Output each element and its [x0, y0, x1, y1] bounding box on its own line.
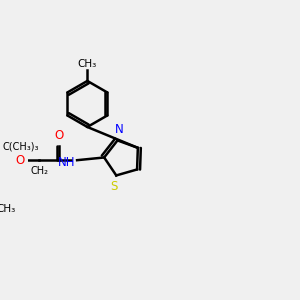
- Text: CH₃: CH₃: [78, 59, 97, 69]
- Text: O: O: [55, 129, 64, 142]
- Text: NH: NH: [58, 156, 76, 169]
- Text: S: S: [110, 180, 118, 193]
- Text: CH₂: CH₂: [30, 166, 48, 176]
- Text: N: N: [115, 122, 123, 136]
- Text: C(CH₃)₃: C(CH₃)₃: [3, 141, 39, 151]
- Text: CH₃: CH₃: [0, 204, 15, 214]
- Text: O: O: [15, 154, 24, 167]
